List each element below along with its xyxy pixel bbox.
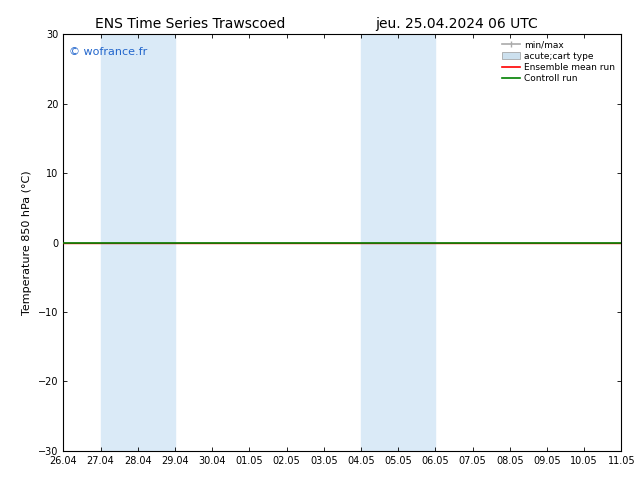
- Legend: min/max, acute;cart type, Ensemble mean run, Controll run: min/max, acute;cart type, Ensemble mean …: [500, 39, 617, 85]
- Text: © wofrance.fr: © wofrance.fr: [69, 47, 147, 57]
- Text: ENS Time Series Trawscoed: ENS Time Series Trawscoed: [95, 17, 285, 31]
- Bar: [361, 34, 436, 451]
- Text: jeu. 25.04.2024 06 UTC: jeu. 25.04.2024 06 UTC: [375, 17, 538, 31]
- Y-axis label: Temperature 850 hPa (°C): Temperature 850 hPa (°C): [22, 170, 32, 315]
- Bar: [101, 34, 175, 451]
